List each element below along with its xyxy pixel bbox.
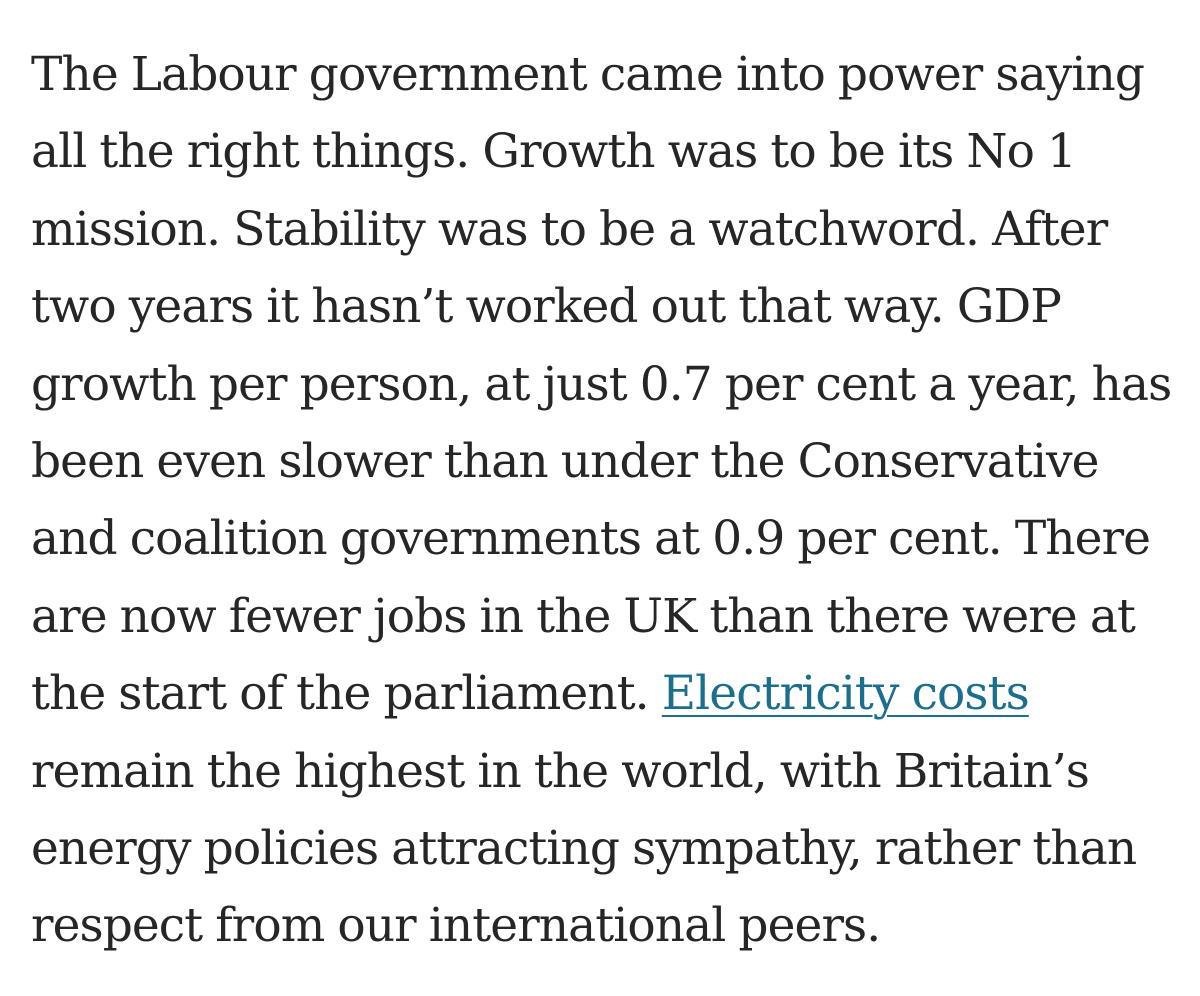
paragraph-line: two years it hasn’t worked out that way.… — [31, 279, 1062, 335]
paragraph-line: remain the highest in the world, with Br… — [31, 743, 1090, 799]
paragraph-line: and coalition governments at 0.9 per cen… — [31, 511, 1151, 567]
paragraph-line: growth per person, at just 0.7 per cent … — [31, 356, 1172, 412]
line-text: the start of the parliament. — [31, 666, 662, 722]
paragraph-line: are now fewer jobs in the UK than there … — [31, 588, 1136, 644]
article-paragraph: The Labour government came into power sa… — [31, 36, 1181, 965]
paragraph-line: mission. Stability was to be a watchword… — [31, 201, 1108, 257]
paragraph-line: all the right things. Growth was to be i… — [31, 124, 1077, 180]
paragraph-line: respect from our international peers. — [31, 898, 881, 954]
paragraph-line: The Labour government came into power sa… — [31, 47, 1145, 102]
paragraph-line-with-link: the start of the parliament. Electricity… — [31, 655, 1181, 732]
paragraph-line: energy policies attracting sympathy, rat… — [31, 820, 1137, 876]
electricity-costs-link[interactable]: Electricity costs — [661, 666, 1030, 722]
paragraph-line: been even slower than under the Conserva… — [31, 433, 1099, 489]
